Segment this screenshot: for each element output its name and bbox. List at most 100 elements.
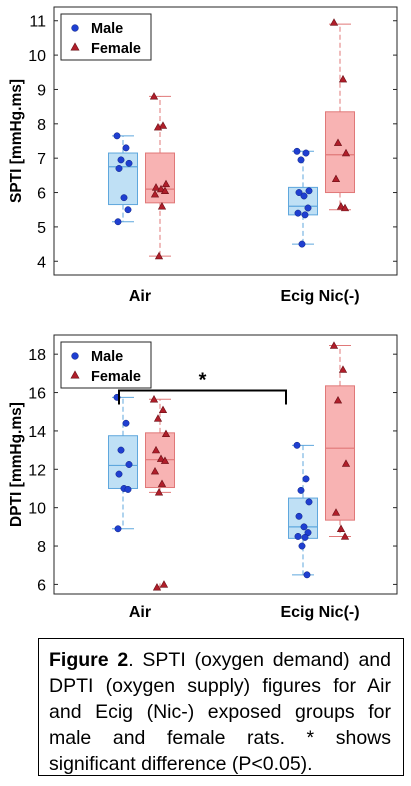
box-male-2: [288, 147, 318, 248]
data-point-male: [122, 144, 130, 152]
data-point-male: [117, 156, 125, 164]
data-point-male: [301, 533, 309, 541]
box-female-1: [145, 92, 175, 260]
box-male-1: [108, 132, 138, 226]
data-point-female: [336, 524, 346, 532]
data-point-female: [338, 365, 348, 373]
data-point-female: [149, 395, 159, 403]
data-point-female: [341, 148, 351, 157]
data-point-female: [158, 121, 168, 129]
x-category-label: Ecig Nic(-): [280, 288, 359, 305]
data-point-male: [295, 189, 303, 196]
data-point-male: [300, 192, 308, 200]
data-point-male: [113, 132, 121, 140]
data-point-male: [301, 211, 309, 219]
caption-text: . SPTI (oxygen demand) and DPTI (oxygen …: [49, 649, 391, 775]
data-point-female: [154, 251, 164, 260]
box-male-1: [108, 393, 138, 533]
legend-box: [60, 341, 152, 389]
chart-panel-1: 4 5 6 7 8 9 10 11 SPTI [mmHg.ms] Air Ecig Nic(-) Ma…: [8, 6, 398, 305]
y-tick-label: 16: [28, 386, 46, 403]
legend-box: [60, 13, 152, 61]
data-point-male: [298, 542, 306, 550]
data-point-female: [157, 202, 167, 210]
data-point-male: [293, 441, 301, 449]
data-point-female: [150, 466, 160, 475]
data-point-female: [151, 183, 161, 191]
y-tick-label: 8: [37, 539, 46, 556]
data-point-male: [303, 571, 311, 579]
y-tick-label: 10: [28, 48, 46, 65]
data-point-female: [331, 174, 341, 182]
box-iqr: [108, 435, 138, 489]
legend-marker-male: [71, 24, 79, 32]
data-point-female: [156, 454, 166, 462]
y-tick-label: 9: [37, 82, 46, 99]
data-point-male: [304, 204, 312, 212]
plot-frame: [53, 334, 398, 595]
legend: Male Female: [60, 13, 152, 61]
caption-label: Figure 2: [49, 649, 129, 671]
data-point-male: [115, 470, 123, 478]
data-point-female: [158, 405, 168, 414]
data-point-female: [161, 179, 171, 188]
data-point-female: [160, 456, 170, 464]
y-tick-label: 18: [28, 347, 46, 364]
y-tick-label: 6: [37, 577, 46, 594]
legend-marker-female: [70, 42, 80, 51]
x-category-label: Air: [129, 604, 151, 621]
data-point-female: [153, 123, 163, 131]
y-tick-label: 5: [37, 220, 46, 237]
plot-frame: [53, 6, 398, 276]
data-point-female: [152, 583, 162, 591]
data-point-female: [156, 184, 166, 193]
y-tick-label: 4: [37, 254, 46, 271]
data-point-female: [338, 74, 348, 83]
data-point-male: [298, 240, 306, 248]
legend: Male Female: [60, 341, 152, 389]
data-point-female: [154, 488, 164, 496]
data-point-female: [157, 479, 167, 487]
data-point-male: [302, 149, 310, 157]
y-tick-label: 7: [37, 151, 46, 168]
figure-caption: Figure 2. SPTI (oxygen demand) and DPTI …: [38, 638, 404, 776]
data-point-female: [160, 186, 170, 195]
significance-bracket: [118, 389, 287, 405]
data-point-female: [333, 138, 343, 146]
significance-star: *: [199, 370, 207, 392]
data-point-female: [329, 18, 339, 26]
data-point-female: [340, 532, 350, 540]
data-point-male: [305, 187, 313, 195]
data-point-male: [124, 206, 132, 214]
data-point-male: [125, 461, 133, 468]
data-point-male: [297, 156, 305, 164]
data-point-female: [153, 414, 163, 422]
data-point-female: [333, 396, 343, 404]
legend-label-female: Female: [91, 41, 141, 57]
box-female-2: [325, 341, 355, 540]
data-point-male: [295, 512, 303, 520]
data-point-male: [300, 523, 308, 531]
box-iqr: [145, 152, 175, 204]
data-point-female: [341, 459, 351, 467]
y-tick-label: 11: [29, 14, 46, 31]
box-iqr: [325, 111, 355, 194]
box-male-2: [288, 441, 318, 579]
box-iqr: [325, 385, 355, 521]
legend-label-male: Male: [91, 349, 123, 365]
legend-marker-male: [71, 352, 79, 360]
data-point-female: [161, 429, 171, 437]
data-point-female: [340, 203, 350, 212]
data-point-male: [305, 498, 313, 506]
y-tick-label: 12: [28, 462, 46, 479]
x-category-label: Air: [129, 288, 151, 305]
chart-panel-2: 6 8 10 12 14 16 18 DPTI [mmHg.ms] Air Ecig Nic(-)…: [8, 334, 398, 621]
data-point-male: [120, 194, 128, 202]
box-iqr: [288, 497, 318, 539]
y-tick-label: 14: [28, 424, 46, 441]
legend-label-male: Male: [91, 21, 123, 37]
data-point-male: [114, 525, 122, 533]
data-point-female: [331, 508, 341, 516]
y-tick-label: 10: [28, 501, 46, 518]
